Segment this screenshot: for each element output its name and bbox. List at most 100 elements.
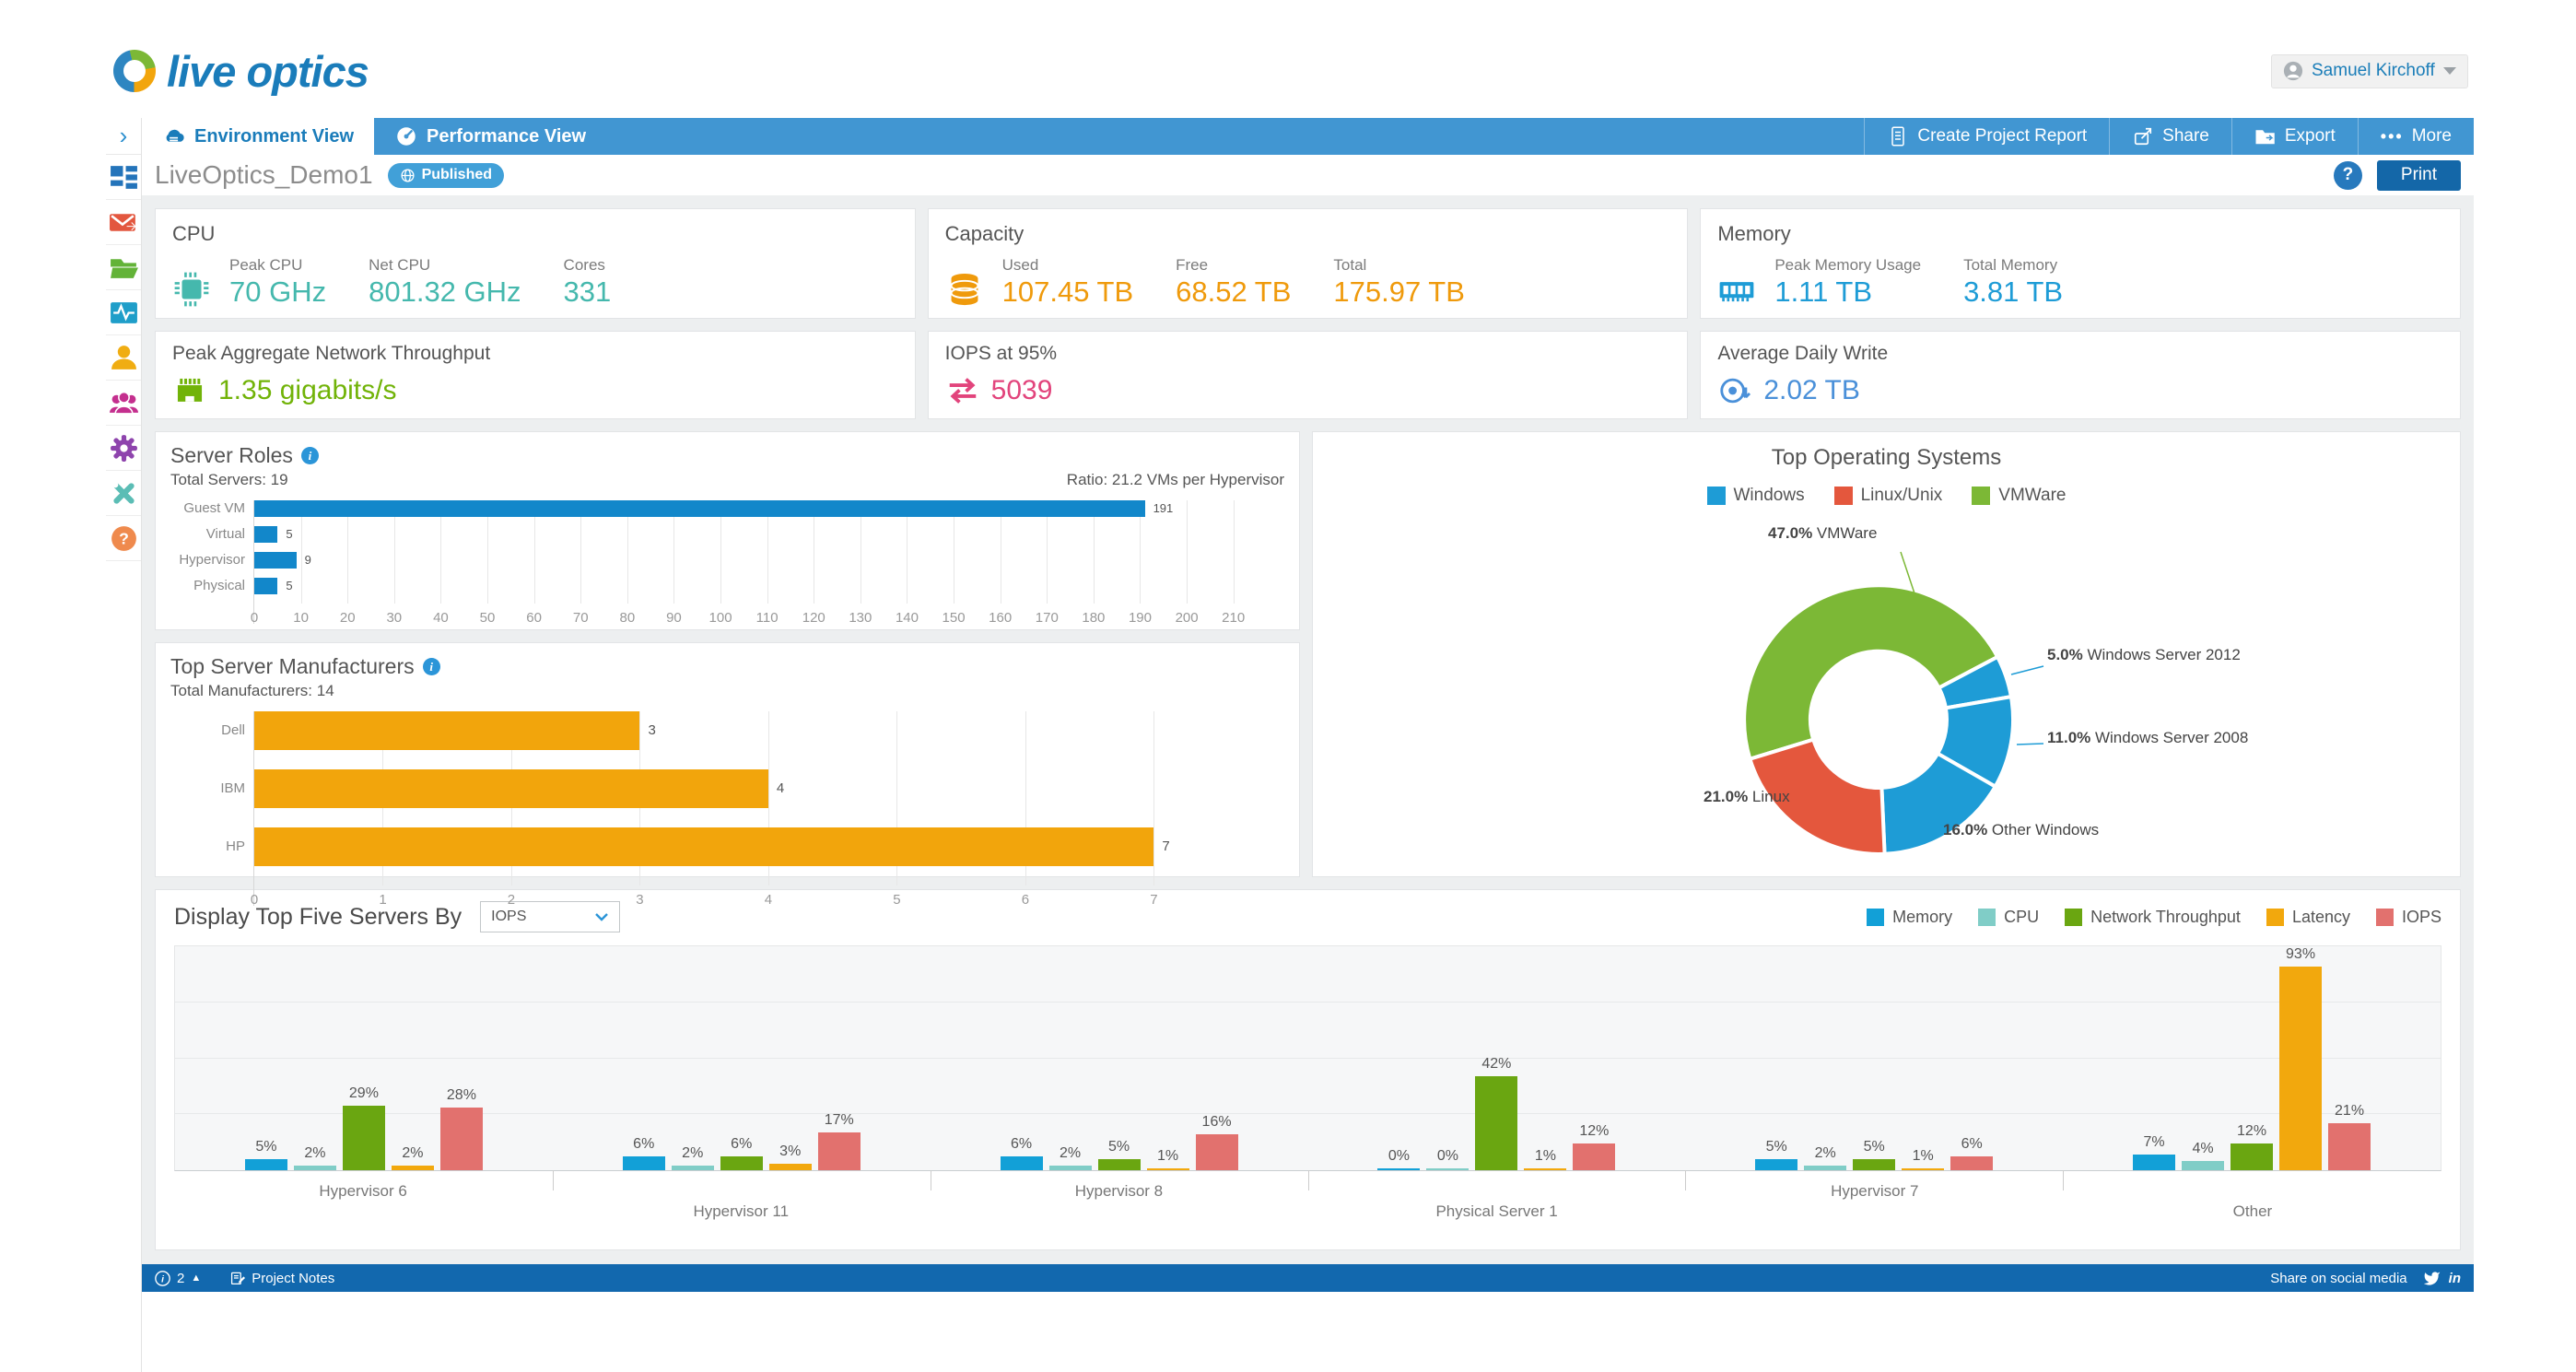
category-label: HP xyxy=(226,838,245,854)
axis-tick-label: 6 xyxy=(1021,892,1030,908)
axis-tick-label: 0 xyxy=(250,610,259,626)
sidebar-item-mail[interactable] xyxy=(106,200,141,245)
bar-value-label: 3% xyxy=(779,1143,802,1159)
plot-area: 191 5 9 5 0 10 20 30 40 50 60 70 80 90 100 110 120 13… xyxy=(250,500,1257,626)
more-button[interactable]: ••• More xyxy=(2357,118,2474,155)
main-column: Environment View Performance View Create… xyxy=(142,118,2474,1372)
dashboard-content: CPU Peak CPU 70 GHz Net CPU 80 1 xyxy=(142,195,2474,1264)
share-button[interactable]: Share xyxy=(2109,118,2231,155)
axis-tick-label: 1 xyxy=(379,892,387,908)
sidebar-item-team[interactable] xyxy=(106,381,141,426)
status-badge: Published xyxy=(387,162,505,188)
bar-with-label: 6% xyxy=(720,946,763,1170)
category-label: Physical Server 1 xyxy=(1435,1202,1558,1220)
metric-label: Free xyxy=(1176,256,1209,274)
legend-swatch xyxy=(2266,908,2284,926)
bar-value-label: 6% xyxy=(731,1136,753,1153)
help-button[interactable]: ? xyxy=(2333,160,2362,190)
axis-tick xyxy=(2063,1170,2065,1190)
gridline xyxy=(626,500,628,604)
export-button[interactable]: Export xyxy=(2231,118,2358,155)
axis-tick-label: 110 xyxy=(755,610,779,626)
sidebar-item-tools[interactable] xyxy=(106,471,141,516)
caret-up-icon: ▲ xyxy=(191,1272,202,1284)
status-badge-label: Published xyxy=(421,167,493,182)
legend-item[interactable]: VMWare xyxy=(1972,486,2067,506)
live-optics-logo-icon xyxy=(113,50,156,92)
create-project-report-button[interactable]: Create Project Report xyxy=(1864,118,2109,155)
gridline xyxy=(533,500,535,604)
bar-group: 5% 2% 5% 1% 6% xyxy=(1685,946,2063,1170)
tab-performance-view[interactable]: Performance View xyxy=(374,118,606,155)
sidebar-item-user[interactable] xyxy=(106,335,141,381)
project-notes-button[interactable]: Project Notes xyxy=(230,1271,334,1286)
metric: Total 175.97 TB xyxy=(1333,256,1464,309)
info-icon[interactable]: i xyxy=(300,447,319,464)
donut-slice xyxy=(1747,737,1887,856)
category-label: Hypervisor 6 xyxy=(319,1182,407,1200)
more-dots-icon: ••• xyxy=(2380,126,2404,146)
bar xyxy=(293,1166,336,1170)
legend-item[interactable]: CPU xyxy=(1978,908,2039,927)
ratio-label: Ratio: 21.2 VMs per Hypervisor xyxy=(1066,471,1284,488)
gridline xyxy=(673,500,675,604)
stat-value: 1.35 gigabits/s xyxy=(218,375,397,405)
axis-tick-label: 10 xyxy=(293,610,309,626)
bar-with-label: 3% xyxy=(768,946,812,1170)
sidebar-item-help[interactable]: ? xyxy=(106,516,141,561)
legend-item[interactable]: Memory xyxy=(1867,908,1952,927)
twitter-share-button[interactable] xyxy=(2423,1270,2441,1287)
user-menu[interactable]: Samuel Kirchoff xyxy=(2271,53,2468,88)
total-manufacturers-label: Total Manufacturers: 14 xyxy=(170,682,334,699)
legend-swatch xyxy=(2375,908,2394,926)
svg-text:i: i xyxy=(161,1274,164,1284)
gridline xyxy=(393,500,395,604)
sidebar-item-projects[interactable] xyxy=(106,245,141,290)
legend-item[interactable]: Network Throughput xyxy=(2065,908,2241,927)
axis-tick-label: 60 xyxy=(526,610,542,626)
bar-value-label: 21% xyxy=(2335,1103,2365,1119)
bar xyxy=(254,769,768,808)
bar xyxy=(1853,1158,1896,1170)
legend-item[interactable]: IOPS xyxy=(2375,908,2441,927)
metric-select-value: IOPS xyxy=(491,909,527,924)
metric-value: 3.81 TB xyxy=(1963,276,2064,308)
sidebar-item-dashboard[interactable] xyxy=(106,155,141,200)
sidebar-item-activity[interactable] xyxy=(106,290,141,335)
donut-slice-label: 16.0% Other Windows xyxy=(1943,821,2100,838)
metric-label: Cores xyxy=(563,256,605,274)
info-icon[interactable]: i xyxy=(422,658,440,675)
bar xyxy=(439,1108,483,1170)
card-title: Capacity xyxy=(944,222,1025,245)
series-legend: Memory CPU Network Throughput Latency IOPS xyxy=(1867,908,2441,927)
stat-cards-row-1: CPU Peak CPU 70 GHz Net CPU 801 xyxy=(155,208,2461,319)
bar-value-label: 29% xyxy=(348,1085,379,1101)
bar xyxy=(1146,1167,1189,1170)
category-label: Hypervisor 11 xyxy=(693,1202,790,1220)
bar xyxy=(671,1166,714,1170)
category-label: Hypervisor 7 xyxy=(1831,1182,1919,1200)
app-frame: live optics Samuel Kirchoff › xyxy=(106,0,2474,1372)
linkedin-share-button[interactable]: in xyxy=(2449,1271,2461,1286)
legend-item[interactable]: Latency xyxy=(2266,908,2350,927)
sidebar-item-settings[interactable] xyxy=(106,426,141,471)
print-button[interactable]: Print xyxy=(2376,159,2461,191)
axis-tick xyxy=(552,1170,554,1190)
bar-with-label: 12% xyxy=(1573,946,1616,1170)
metric-select[interactable]: IOPS xyxy=(480,901,621,932)
donut-slice-label: 5.0% Windows Server 2012 xyxy=(2047,646,2241,663)
axis-tick-label: 170 xyxy=(1035,610,1059,626)
legend-item[interactable]: Windows xyxy=(1706,486,1805,506)
iops-card: IOPS at 95% 5039 xyxy=(927,331,1689,419)
notifications-toggle[interactable]: i 2 ▲ xyxy=(155,1271,201,1286)
tab-environment-view[interactable]: Environment View xyxy=(142,118,375,155)
bar-value-label: 93% xyxy=(2286,946,2316,962)
donut-svg xyxy=(1742,551,2044,856)
sidebar-expand-button[interactable]: › xyxy=(106,118,141,155)
bar-group: 5% 2% 29% 2% 28% xyxy=(175,946,553,1170)
info-icon: i xyxy=(155,1270,170,1286)
legend-item[interactable]: Linux/Unix xyxy=(1833,486,1942,506)
metric: Total Memory 3.81 TB xyxy=(1963,256,2063,309)
database-icon xyxy=(945,270,984,309)
axis-tick-label: 0 xyxy=(250,892,259,908)
